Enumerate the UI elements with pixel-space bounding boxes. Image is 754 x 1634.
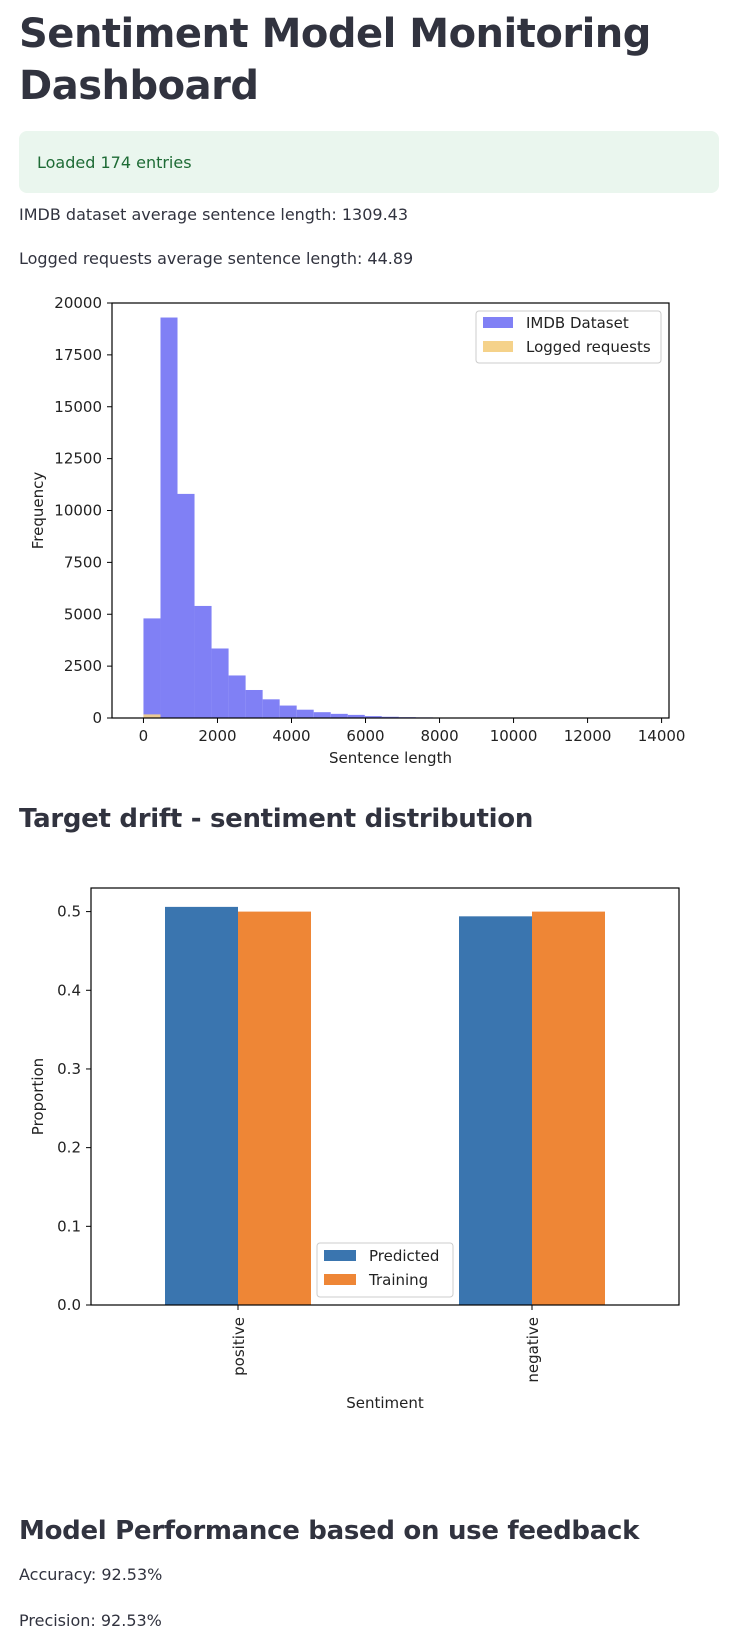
histogram-series-1 <box>143 714 161 718</box>
y-tick-label: 0.0 <box>57 1296 81 1314</box>
x-tick-label: 12000 <box>564 727 612 745</box>
x-tick-label: positive <box>230 1317 248 1376</box>
legend-box <box>475 310 662 364</box>
histogram-bar <box>262 699 280 718</box>
histogram-bar <box>330 713 348 718</box>
x-tick-label: 8000 <box>420 727 458 745</box>
histogram-bar <box>347 714 365 718</box>
histogram-bar <box>143 714 161 718</box>
histogram-bar <box>296 709 314 718</box>
bar-predicted-positive <box>165 906 238 1305</box>
legend-label: Training <box>368 1271 428 1289</box>
histogram-legend: IMDB Dataset Logged requests <box>475 310 662 364</box>
plot-frame <box>90 887 680 1306</box>
sentence-length-histogram: 0 2000 4000 6000 8000 10000 12000 14000 0 2500 500… <box>29 294 686 767</box>
x-tick-label: 2000 <box>198 727 236 745</box>
accuracy-value: Accuracy: 92.53% <box>19 1565 163 1584</box>
bar-legend: Predicted Training <box>316 1242 454 1298</box>
imdb-avg-length: IMDB dataset average sentence length: 13… <box>19 205 409 224</box>
histogram-bar <box>177 493 195 718</box>
y-tick-label: 10000 <box>54 502 102 520</box>
bar-predicted-negative <box>459 916 532 1305</box>
x-tick-label: 14000 <box>638 727 686 745</box>
y-tick-label: 2500 <box>64 657 102 675</box>
y-tick-label: 0.2 <box>57 1139 81 1157</box>
histogram-bar <box>143 618 161 718</box>
legend-swatch <box>324 1274 356 1285</box>
success-alert: Loaded 174 entries <box>19 131 719 193</box>
y-axis-label: Frequency <box>29 472 47 550</box>
histogram-bar <box>313 712 331 718</box>
histogram-bar <box>160 317 178 718</box>
alert-text: Loaded 174 entries <box>37 152 192 172</box>
x-tick-label: 10000 <box>490 727 538 745</box>
histogram-bar <box>245 689 263 718</box>
legend-label: Logged requests <box>526 338 651 356</box>
histogram-bar <box>364 716 382 718</box>
bar-training-negative <box>532 911 605 1305</box>
y-tick-label: 0.4 <box>57 981 81 999</box>
y-tick-label: 15000 <box>54 398 102 416</box>
x-tick-label: 0 <box>139 727 149 745</box>
y-tick-label: 0 <box>92 709 102 727</box>
histogram-bar <box>211 648 229 718</box>
legend-swatch <box>483 341 513 352</box>
y-tick-label: 0.1 <box>57 1217 81 1235</box>
legend-swatch <box>324 1250 356 1261</box>
y-tick-label: 5000 <box>64 605 102 623</box>
histogram-bar <box>381 716 399 718</box>
page-title: Sentiment Model Monitoring Dashboard <box>19 11 651 109</box>
histogram-bar <box>228 675 246 718</box>
y-tick-label: 0.3 <box>57 1060 81 1078</box>
legend-label: IMDB Dataset <box>526 314 629 332</box>
y-axis-label: Proportion <box>29 1058 47 1135</box>
x-tick-label: 4000 <box>272 727 310 745</box>
bar-training-positive <box>238 911 311 1305</box>
x-tick-label: negative <box>524 1317 542 1383</box>
histogram-bar <box>194 605 212 718</box>
sentiment-distribution-chart: positive negative 0.0 0.1 0.2 0.3 0.4 0.5 Sentim… <box>29 887 680 1412</box>
section-heading-target-drift: Target drift - sentiment distribution <box>19 804 534 834</box>
x-tick-label: 6000 <box>346 727 384 745</box>
y-tick-label: 0.5 <box>57 903 81 921</box>
y-tick-label: 12500 <box>54 450 102 468</box>
histogram-series-0 <box>143 317 655 718</box>
x-axis-label: Sentence length <box>329 749 452 767</box>
section-heading-model-performance: Model Performance based on use feedback <box>19 1516 640 1546</box>
legend-label: Predicted <box>369 1247 439 1265</box>
logged-avg-length: Logged requests average sentence length:… <box>19 249 414 268</box>
y-tick-label: 20000 <box>54 294 102 312</box>
y-tick-label: 17500 <box>54 346 102 364</box>
precision-value: Precision: 92.53% <box>19 1611 162 1630</box>
x-axis-label: Sentiment <box>346 1394 424 1412</box>
y-tick-label: 7500 <box>64 553 102 571</box>
legend-swatch <box>483 317 513 328</box>
histogram-bar <box>279 705 297 718</box>
